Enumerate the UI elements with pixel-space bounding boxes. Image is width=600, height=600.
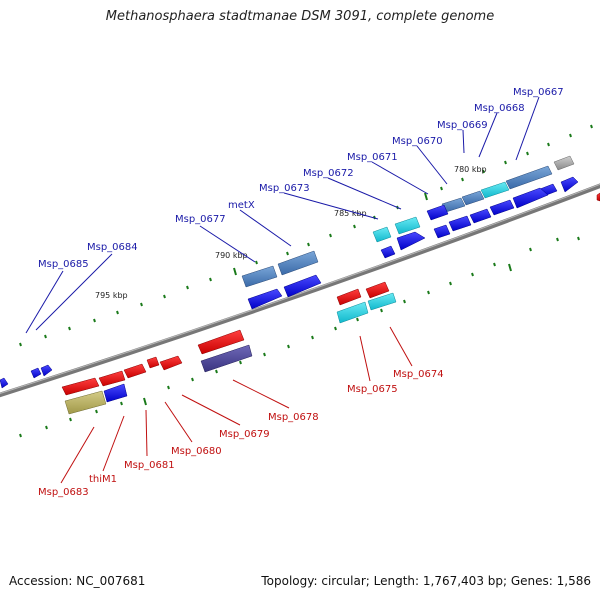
gene-msp-0672[interactable] bbox=[394, 216, 421, 235]
gene-msp-0678[interactable] bbox=[197, 329, 245, 355]
gene-msp-0668[interactable] bbox=[480, 181, 510, 199]
gene-forward-blue[interactable] bbox=[560, 176, 579, 193]
forward-inner-genes[interactable] bbox=[0, 176, 579, 389]
scale-label-785: 785 kbp bbox=[334, 209, 367, 218]
label-msp-0669: Msp_0669 bbox=[437, 120, 488, 131]
reverse-leader-lines bbox=[60, 326, 413, 484]
genome-summary: Topology: circular; Length: 1,767,403 bp… bbox=[261, 574, 591, 588]
label-msp-0671: Msp_0671 bbox=[347, 152, 398, 163]
label-msp-0677: Msp_0677 bbox=[175, 214, 226, 225]
gene-forward-blue[interactable] bbox=[380, 245, 396, 259]
label-msp-0684: Msp_0684 bbox=[87, 242, 138, 253]
gene-msp-0677[interactable] bbox=[241, 265, 278, 288]
gene-forward-blue[interactable] bbox=[489, 199, 515, 216]
gene-msp-0666[interactable] bbox=[553, 155, 575, 171]
gene-forward-blue[interactable] bbox=[40, 364, 53, 377]
gene-msp-0667[interactable] bbox=[505, 165, 553, 190]
label-msp-0679: Msp_0679 bbox=[219, 429, 270, 440]
label-msp-0680: Msp_0680 bbox=[171, 446, 222, 457]
gene-forward-blue[interactable] bbox=[396, 231, 426, 251]
forward-outer-genes[interactable] bbox=[241, 155, 575, 288]
gene-msp-0673[interactable] bbox=[372, 226, 392, 243]
gene-metx[interactable] bbox=[277, 250, 319, 276]
label-msp-0681: Msp_0681 bbox=[124, 460, 175, 471]
label-msp-0672: Msp_0672 bbox=[303, 168, 354, 179]
outer-tick-marks bbox=[19, 124, 593, 347]
label-msp-0667: Msp_0667 bbox=[513, 87, 564, 98]
gene-msp-0674[interactable] bbox=[365, 281, 390, 299]
reverse-lower-genes[interactable] bbox=[64, 292, 397, 415]
genome-backbone bbox=[0, 183, 600, 398]
gene-msp-0675[interactable] bbox=[336, 288, 362, 306]
gene-forward-blue[interactable] bbox=[247, 288, 283, 310]
gene-msp-0669[interactable] bbox=[461, 190, 485, 206]
gene-forward-blue[interactable] bbox=[0, 377, 9, 389]
inner-tick-marks bbox=[19, 236, 580, 438]
label-thim1: thiM1 bbox=[89, 474, 117, 485]
page-title: Methanosphaera stadtmanae DSM 3091, comp… bbox=[105, 9, 495, 24]
label-metx: metX bbox=[228, 200, 255, 211]
label-msp-0685: Msp_0685 bbox=[38, 259, 89, 270]
scale-label-790: 790 kbp bbox=[215, 251, 248, 260]
label-msp-0675: Msp_0675 bbox=[347, 384, 398, 395]
label-msp-0678: Msp_0678 bbox=[268, 412, 319, 423]
gene-msp-0683[interactable] bbox=[61, 377, 100, 396]
gene-reverse-red-edge[interactable] bbox=[596, 192, 600, 202]
gene-thim1-lower[interactable] bbox=[103, 383, 128, 403]
gene-msp-0675-lower[interactable] bbox=[336, 301, 369, 324]
gene-msp-0681[interactable] bbox=[123, 363, 147, 379]
gene-forward-blue[interactable] bbox=[426, 204, 449, 221]
gene-forward-blue[interactable] bbox=[30, 367, 42, 379]
gene-msp-0679[interactable] bbox=[159, 355, 183, 371]
gene-msp-0674-lower[interactable] bbox=[367, 292, 397, 311]
accession-label: Accession: NC_007681 bbox=[9, 574, 146, 588]
label-msp-0668: Msp_0668 bbox=[474, 103, 525, 114]
label-msp-0674: Msp_0674 bbox=[393, 369, 444, 380]
gene-forward-blue[interactable] bbox=[448, 215, 472, 232]
label-msp-0673: Msp_0673 bbox=[259, 183, 310, 194]
gene-thim1[interactable] bbox=[98, 370, 126, 387]
reverse-upper-genes[interactable] bbox=[61, 192, 600, 396]
label-msp-0670: Msp_0670 bbox=[392, 136, 443, 147]
gene-forward-blue[interactable] bbox=[283, 274, 322, 298]
gene-forward-blue[interactable] bbox=[512, 187, 549, 209]
gene-msp-0678-lower[interactable] bbox=[200, 344, 253, 373]
gene-msp-0683-lower[interactable] bbox=[64, 390, 107, 415]
label-msp-0683: Msp_0683 bbox=[38, 487, 89, 498]
gene-msp-0680[interactable] bbox=[146, 356, 160, 369]
forward-leader-lines bbox=[25, 96, 540, 334]
gene-forward-blue[interactable] bbox=[433, 224, 451, 239]
genome-backbone-highlight bbox=[0, 183, 600, 394]
gene-forward-blue[interactable] bbox=[469, 208, 492, 224]
scale-label-795: 795 kbp bbox=[95, 291, 128, 300]
scale-label-780: 780 kbp bbox=[454, 165, 487, 174]
